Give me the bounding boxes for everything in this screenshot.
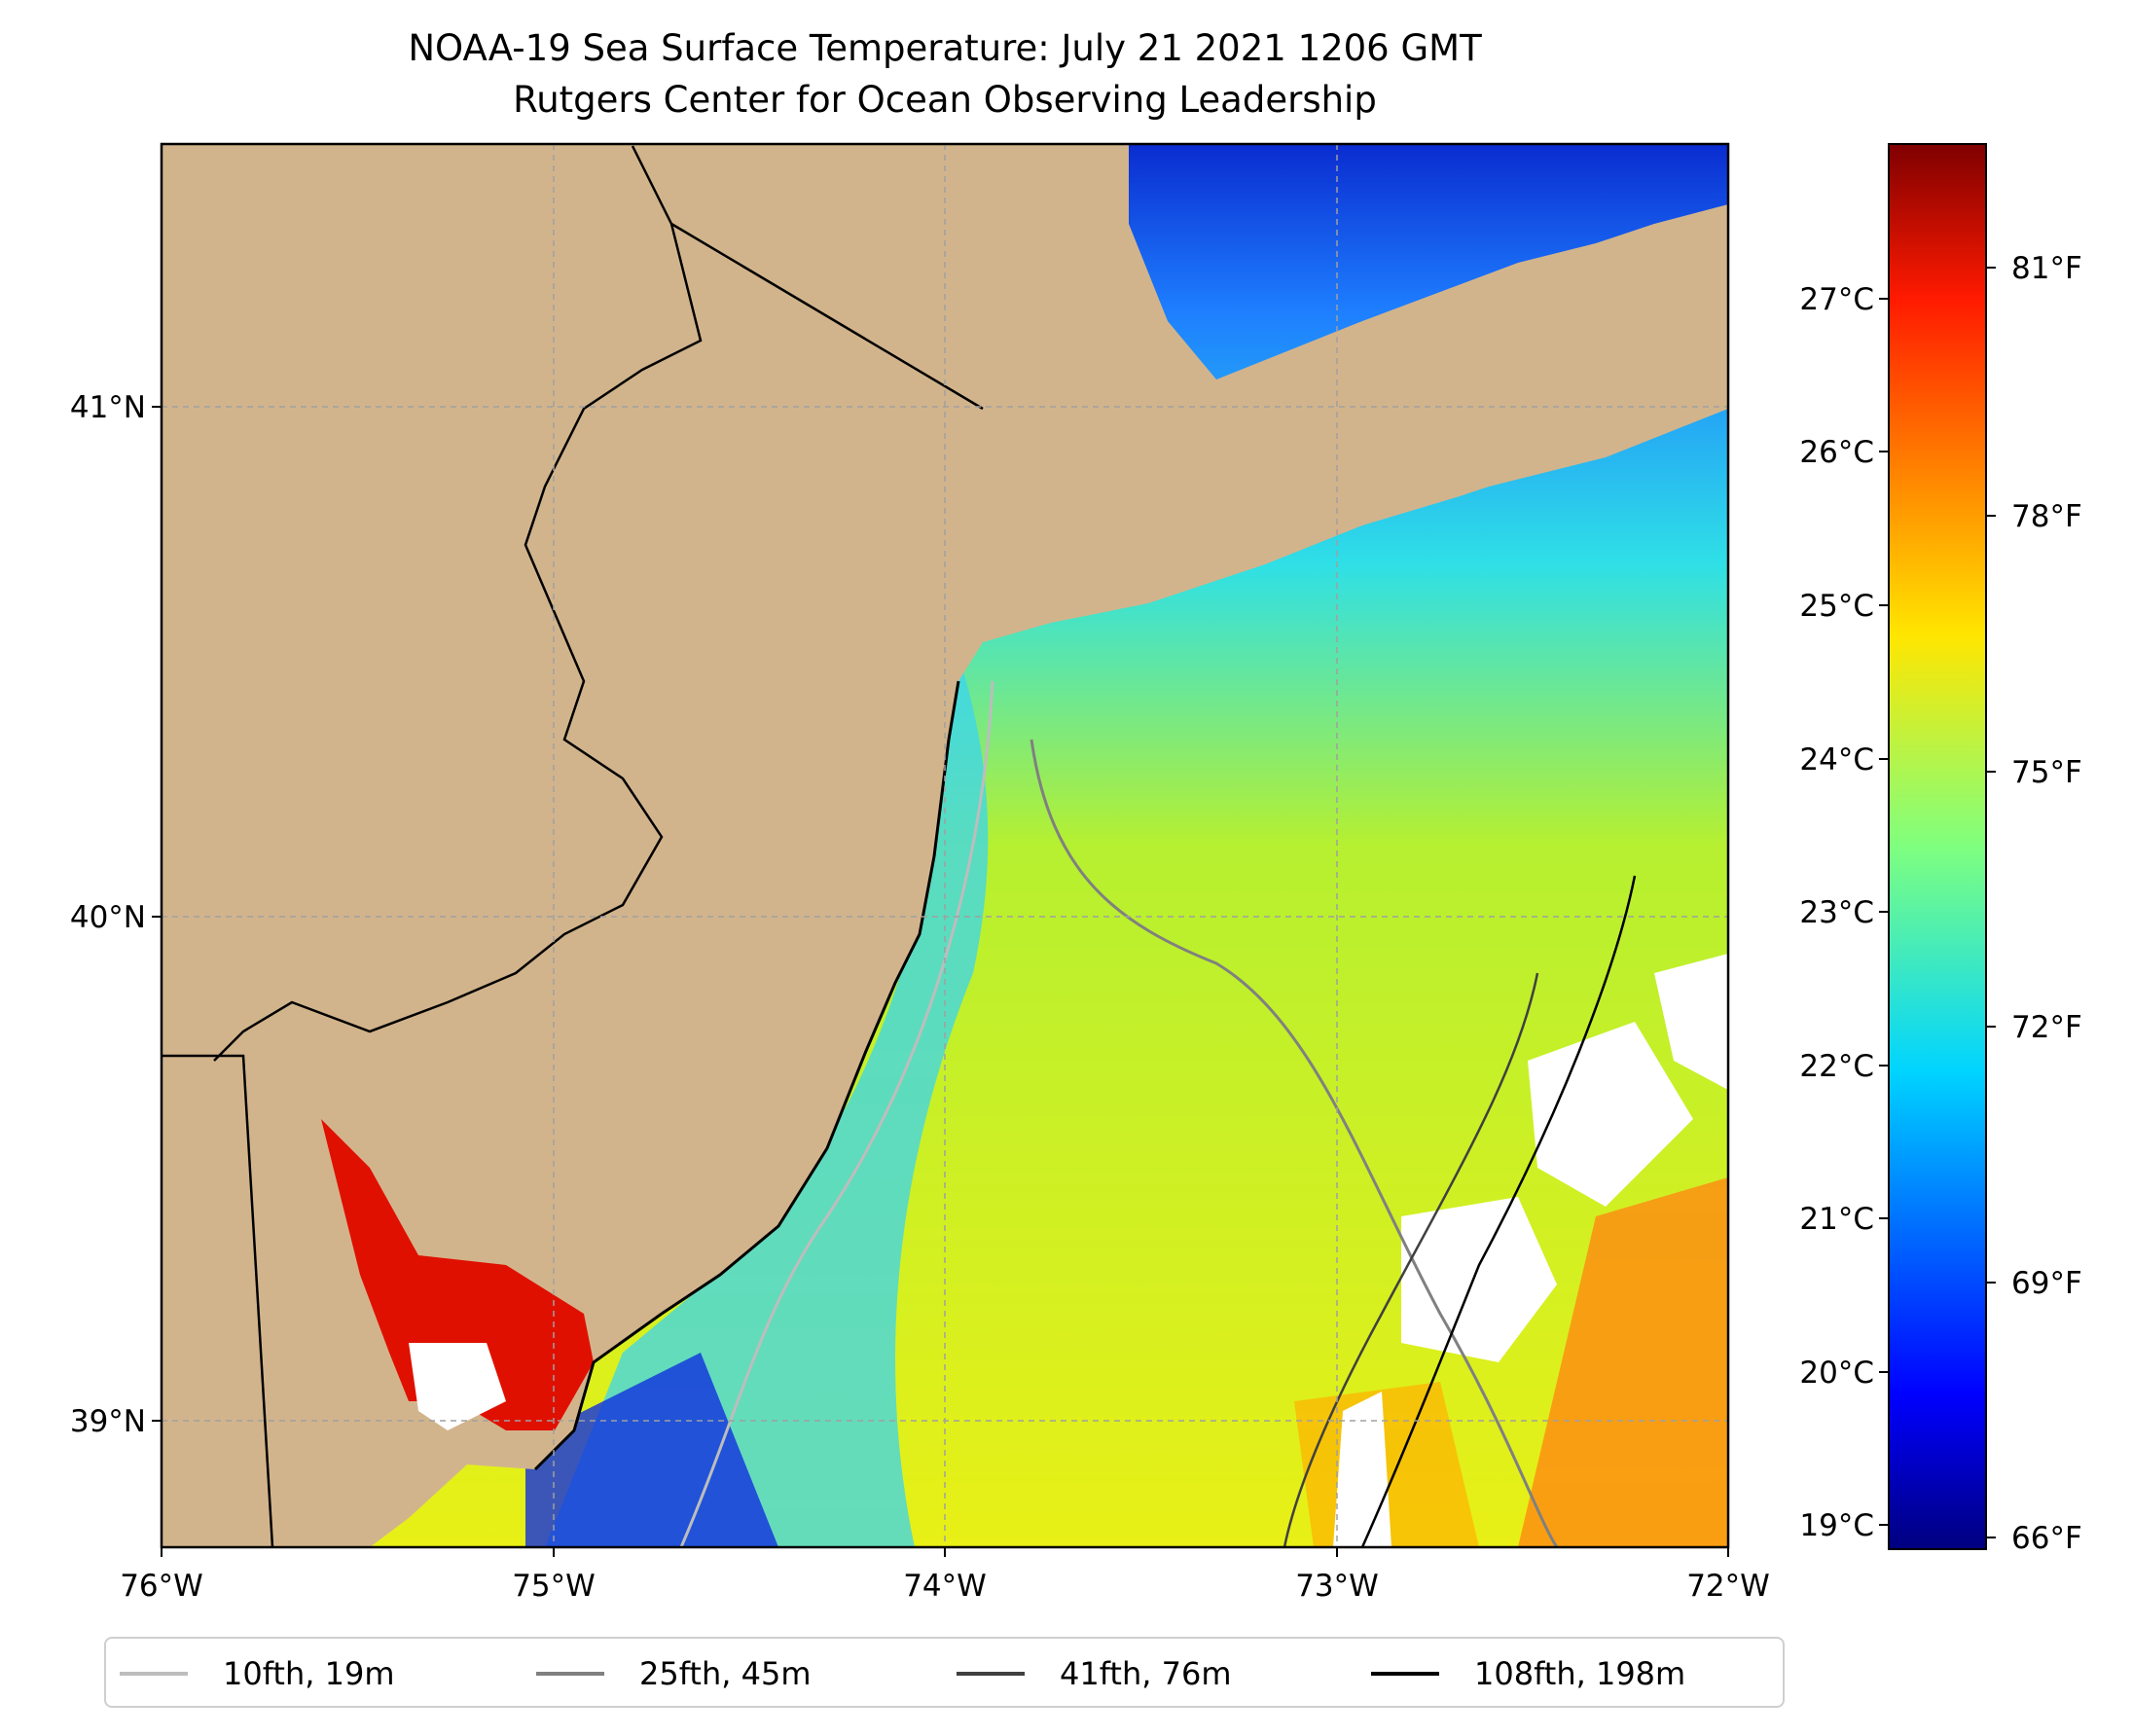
- contour-45m: [1030, 739, 1559, 1547]
- map-subtitle: Rutgers Center for Ocean Observing Leade…: [513, 79, 1377, 121]
- long-island: [1051, 370, 1728, 603]
- celsius-tick-label: 27°C: [1799, 282, 1874, 317]
- celsius-tick-label: 24°C: [1799, 742, 1874, 778]
- gridlines: [162, 144, 1728, 1547]
- legend-swatch: [1371, 1672, 1439, 1676]
- lon-tick-label: 76°W: [120, 1569, 203, 1604]
- colorbar: 19°C 20°C 21°C 22°C 23°C 24°C 25°C 26°C …: [1799, 143, 2082, 1556]
- legend-item: 25fth, 45m: [536, 1654, 811, 1693]
- cloud-mask: [1333, 1392, 1391, 1547]
- fahrenheit-ticks: 66°F 69°F 72°F 75°F 78°F 81°F: [1986, 251, 2082, 1556]
- cold-upwelling-patch: [525, 1353, 778, 1547]
- fahrenheit-tick-label: 72°F: [2011, 1010, 2082, 1045]
- lon-tick-label: 73°W: [1295, 1569, 1379, 1604]
- fahrenheit-tick-label: 78°F: [2011, 499, 2082, 534]
- lon-tick-label: 72°W: [1686, 1569, 1770, 1604]
- celsius-tick-label: 23°C: [1799, 895, 1874, 930]
- celsius-tick-label: 21°C: [1799, 1202, 1874, 1237]
- cloud-mask: [1654, 954, 1728, 1090]
- celsius-tick-label: 25°C: [1799, 589, 1874, 624]
- lon-axis: 76°W 75°W 74°W 73°W 72°W: [120, 1547, 1770, 1604]
- coastal-cool-band: [545, 671, 989, 1547]
- legend-swatch: [536, 1672, 604, 1676]
- colorbar-gradient: [1888, 143, 1987, 1550]
- celsius-ticks: 19°C 20°C 21°C 22°C 23°C 24°C 25°C 26°C …: [1799, 282, 1889, 1543]
- celsius-tick-label: 19°C: [1799, 1508, 1874, 1543]
- lat-tick-label: 40°N: [70, 900, 146, 935]
- lat-tick-label: 39°N: [70, 1404, 146, 1439]
- warm-patch: [1518, 1177, 1728, 1547]
- contour-76m: [1283, 972, 1539, 1547]
- legend-swatch: [120, 1672, 188, 1676]
- fahrenheit-tick-label: 81°F: [2011, 251, 2082, 286]
- celsius-tick-label: 20°C: [1799, 1356, 1874, 1391]
- legend-label: 25fth, 45m: [639, 1655, 812, 1692]
- delaware-bay-warm: [321, 1119, 594, 1430]
- fahrenheit-tick-label: 69°F: [2011, 1266, 2082, 1301]
- contour-19m: [679, 680, 994, 1547]
- legend-label: 41fth, 76m: [1060, 1655, 1232, 1692]
- nj-pa-border: [213, 145, 703, 1062]
- legend-item: 108fth, 198m: [1371, 1654, 1685, 1693]
- lon-tick-label: 74°W: [903, 1569, 987, 1604]
- coastline: [533, 680, 960, 1471]
- lon-tick-label: 75°W: [512, 1569, 596, 1604]
- legend-item: 10fth, 19m: [120, 1654, 394, 1693]
- legend-item: 41fth, 76m: [957, 1654, 1231, 1693]
- map-title: NOAA-19 Sea Surface Temperature: July 21…: [408, 27, 1482, 69]
- cloud-mask: [1528, 1022, 1693, 1207]
- fahrenheit-tick-label: 75°F: [2011, 755, 2082, 790]
- celsius-tick-label: 26°C: [1799, 435, 1874, 470]
- legend-swatch: [957, 1672, 1025, 1676]
- lat-axis: 41°N 40°N 39°N: [70, 390, 162, 1439]
- nj-ny-border: [670, 222, 984, 411]
- state-border: [162, 1054, 274, 1547]
- lat-tick-label: 41°N: [70, 390, 146, 425]
- fahrenheit-tick-label: 66°F: [2011, 1521, 2082, 1556]
- bay-cloud-mask: [409, 1343, 506, 1430]
- cloud-mask: [1401, 1197, 1557, 1362]
- contour-198m: [1360, 875, 1637, 1547]
- legend: 10fth, 19m 25fth, 45m 41fth, 76m 108fth,…: [104, 1637, 1785, 1708]
- legend-label: 10fth, 19m: [223, 1655, 395, 1692]
- legend-label: 108fth, 198m: [1474, 1655, 1686, 1692]
- celsius-tick-label: 22°C: [1799, 1049, 1874, 1084]
